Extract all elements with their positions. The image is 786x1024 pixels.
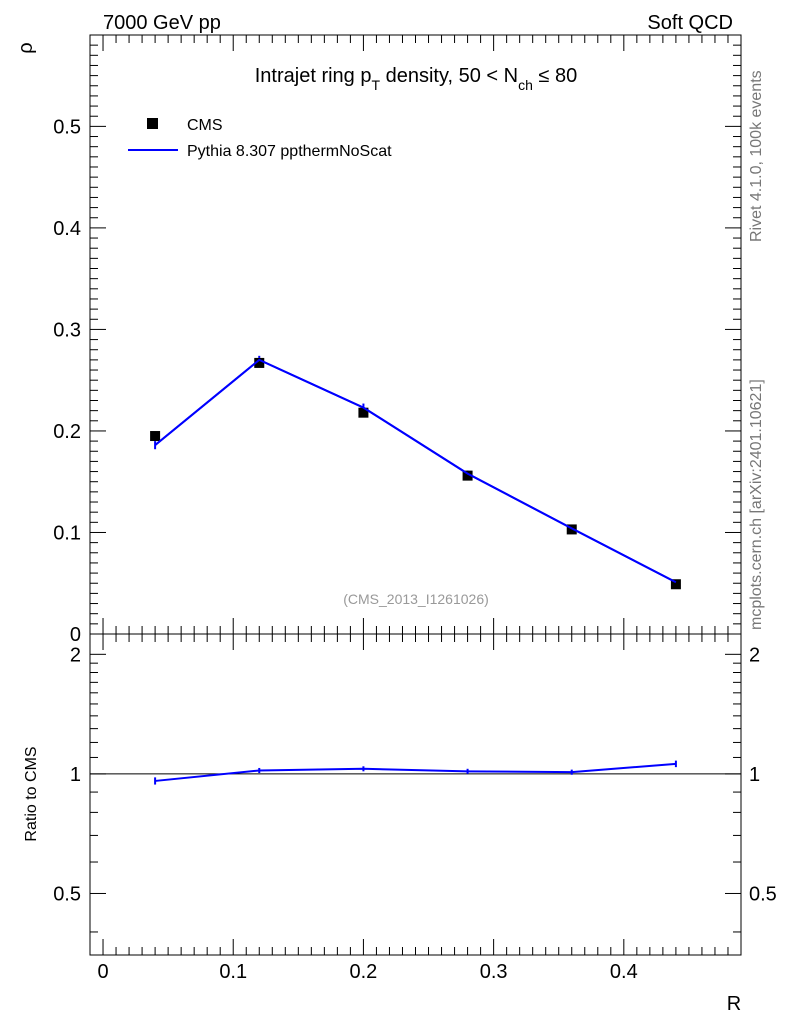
title-prefix: Intrajet ring p	[255, 65, 372, 87]
main-panel: 0 0.1 0.2 0.3 0.4 0.5 Intrajet ring pT densit…	[15, 34, 742, 646]
title-sub-t: T	[371, 77, 380, 93]
chart-title: Intrajet ring pT density, 50 < Nch ≤ 80	[255, 65, 577, 93]
ratio-y-tick-label-left: 0.5	[53, 883, 81, 905]
ratio-y-tick-label-left: 1	[70, 764, 81, 786]
pythia-line	[154, 358, 677, 584]
main-y-tick-label: 0.3	[53, 319, 81, 341]
ratio-y-tick-label-right: 1	[749, 764, 760, 786]
title-sub-ch: ch	[518, 77, 533, 93]
header-right: Soft QCD	[647, 12, 733, 34]
main-x-ticks	[89, 35, 742, 634]
ratio-x-ticks	[89, 634, 742, 955]
legend: CMS Pythia 8.307 ppthermNoScat	[128, 117, 392, 160]
cms-data-point	[150, 431, 161, 442]
cms-data-point	[670, 579, 681, 590]
x-tick-label: 0.1	[219, 961, 247, 983]
ratio-data-layer	[154, 760, 677, 785]
pythia-line-overlay	[154, 358, 677, 584]
ratio-y-tick-label-right: 0.5	[749, 883, 777, 905]
ratio-panel: 0.5 0.5 1 1 2 2 Ratio to CMS	[23, 633, 777, 956]
x-tick-label: 0	[97, 961, 108, 983]
main-y-tick-label: 0	[70, 624, 81, 646]
rivet-label: Rivet 4.1.0, 100k events	[748, 70, 765, 242]
mcplots-label: mcplots.cern.ch [arXiv:2401.10621]	[748, 379, 765, 630]
ratio-y-tick-label-right: 2	[749, 644, 760, 666]
cms-data-point	[254, 357, 265, 368]
title-middle: density, 50 < N	[380, 65, 518, 87]
x-tick-label: 0.4	[610, 961, 638, 983]
main-data-layer	[150, 355, 681, 590]
legend-label-pythia: Pythia 8.307 ppthermNoScat	[187, 143, 392, 160]
ratio-y-tick-label-left: 2	[70, 644, 81, 666]
analysis-watermark: (CMS_2013_I1261026)	[343, 591, 489, 607]
ratio-y-axis-label: Ratio to CMS	[23, 746, 40, 841]
main-y-axis-label: ρ	[15, 42, 37, 53]
cms-data-point	[358, 407, 369, 418]
ratio-y-ticks: 0.5 0.5 1 1 2 2	[53, 644, 777, 933]
header-left: 7000 GeV pp	[103, 12, 221, 34]
legend-marker-cms	[147, 118, 158, 129]
legend-label-cms: CMS	[187, 117, 223, 134]
x-tick-labels: 0 0.1 0.2 0.3 0.4	[97, 961, 637, 983]
cms-data-point	[462, 470, 473, 481]
x-tick-label: 0.3	[480, 961, 508, 983]
main-y-tick-label: 0.2	[53, 421, 81, 443]
main-y-ticks: 0 0.1 0.2 0.3 0.4 0.5	[53, 34, 741, 646]
ratio-frame	[89, 633, 742, 956]
main-y-tick-label: 0.1	[53, 522, 81, 544]
title-suffix: ≤ 80	[533, 65, 577, 87]
main-y-tick-label: 0.4	[53, 218, 81, 240]
pythia-ratio-line	[155, 762, 676, 782]
main-y-tick-label: 0.5	[53, 116, 81, 138]
x-axis-label: R	[727, 993, 741, 1015]
x-tick-label: 0.2	[350, 961, 378, 983]
